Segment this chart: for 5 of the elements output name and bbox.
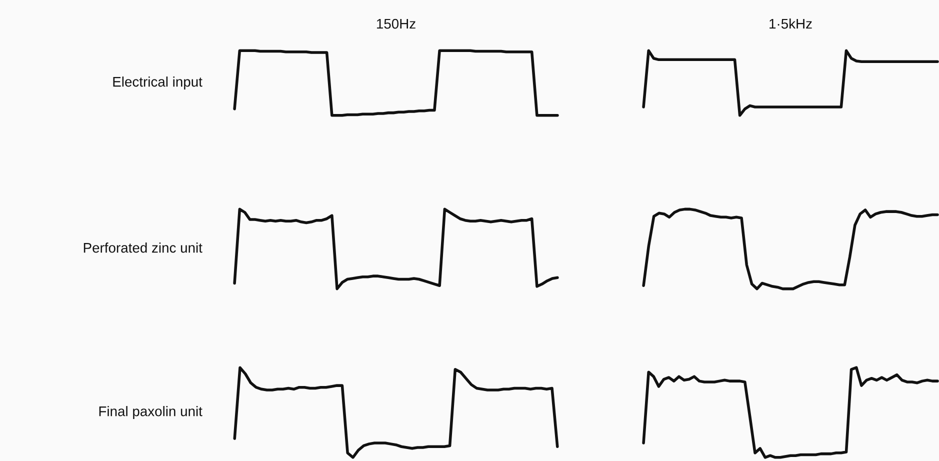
y-axis-title: Perforated zinc unit bbox=[84, 242, 202, 253]
y-axis-title: Electrical input bbox=[113, 76, 202, 90]
chart-title: 1·5kHz bbox=[770, 18, 812, 29]
chart-title: 150Hz bbox=[376, 18, 416, 29]
y-axis-title: Final paxolin unit bbox=[99, 406, 202, 419]
